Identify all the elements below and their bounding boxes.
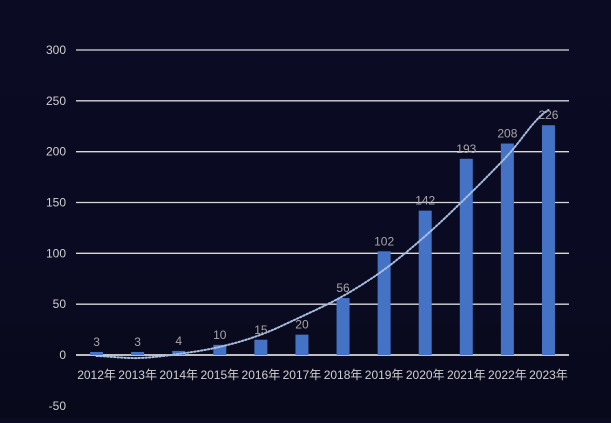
x-tick-label: 2016年	[242, 368, 281, 382]
data-label: 15	[254, 323, 268, 337]
x-tick-label: 2012年	[77, 368, 116, 382]
data-label: 4	[175, 334, 182, 348]
bar	[254, 339, 268, 355]
gridlines	[76, 49, 569, 356]
y-tick-label: 0	[59, 348, 66, 362]
bar	[295, 334, 309, 355]
trendline	[95, 109, 550, 360]
bar	[90, 351, 104, 355]
data-label: 10	[213, 328, 227, 342]
y-axis-ticks: 300 250 200 150 100 50 0 -50	[46, 43, 66, 413]
x-tick-label: 2014年	[159, 368, 198, 382]
x-tick-label: 2019年	[365, 368, 404, 382]
y-tick-label: 150	[46, 196, 66, 210]
x-axis-ticks: 2012年 2013年 2014年 2015年 2016年 2017年 2018年 2019年…	[77, 368, 568, 382]
x-tick-label: 2023年	[529, 368, 568, 382]
bar	[500, 143, 514, 355]
y-tick-label: 100	[46, 246, 66, 260]
data-label: 193	[456, 142, 476, 156]
x-tick-label: 2018年	[324, 368, 363, 382]
y-tick-label: 200	[46, 145, 66, 159]
trendline-group	[95, 109, 550, 360]
data-label: 20	[295, 318, 309, 332]
data-label: 3	[134, 335, 141, 349]
data-label: 102	[374, 234, 394, 248]
x-tick-label: 2013年	[118, 368, 157, 382]
x-tick-label: 2017年	[283, 368, 322, 382]
bar	[172, 350, 186, 355]
data-label: 142	[415, 194, 435, 208]
bar	[336, 298, 350, 355]
x-tick-label: 2020年	[406, 368, 445, 382]
y-tick-label: 300	[46, 43, 66, 57]
x-tick-label: 2021年	[447, 368, 486, 382]
data-label: 226	[538, 108, 558, 122]
data-label: 208	[497, 127, 517, 141]
data-labels: 3 3 4 10 15 20 56 102 142 193 208 226	[93, 108, 559, 349]
data-label: 3	[93, 335, 100, 349]
bar	[213, 344, 227, 355]
data-label: 56	[336, 281, 350, 295]
bar	[418, 210, 432, 355]
bars	[90, 125, 555, 355]
y-tick-label: 250	[46, 94, 66, 108]
bar	[541, 125, 555, 355]
bar	[131, 351, 145, 355]
bar	[377, 251, 391, 355]
bar	[459, 158, 473, 355]
y-tick-label: -50	[49, 399, 67, 413]
x-tick-label: 2022年	[488, 368, 527, 382]
x-tick-label: 2015年	[200, 368, 239, 382]
y-tick-label: 50	[53, 297, 67, 311]
